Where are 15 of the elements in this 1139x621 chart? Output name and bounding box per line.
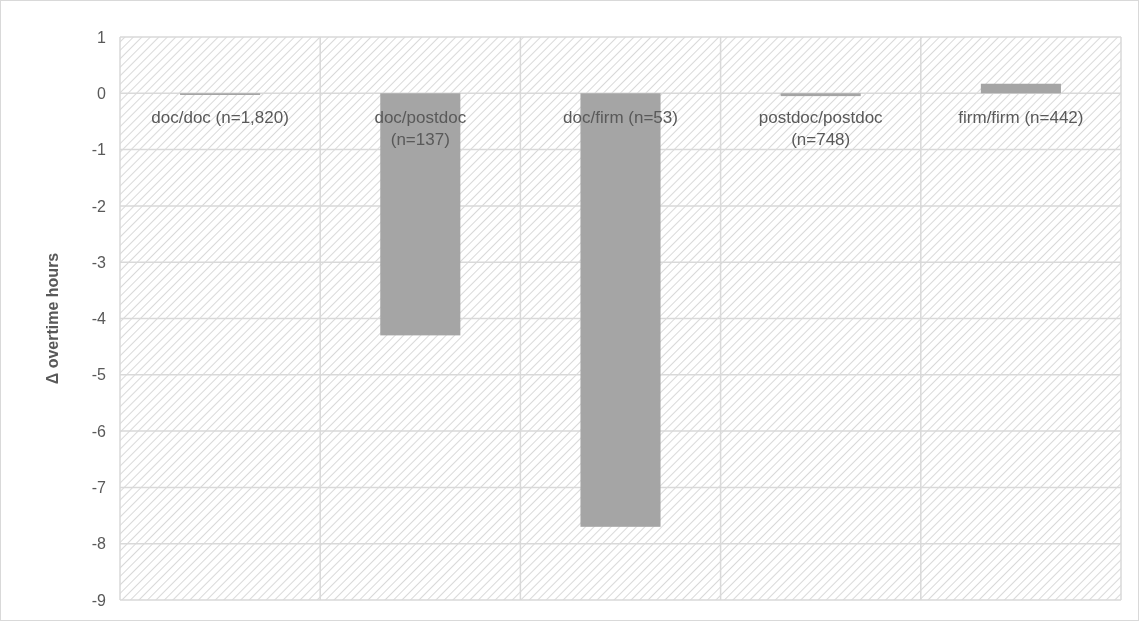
y-axis-title: Δ overtime hours (44, 252, 61, 385)
x-tick-label: postdoc/postdoc (n=748) (758, 108, 884, 150)
y-tick-label: 0 (97, 84, 107, 102)
y-tick-label: -7 (91, 479, 107, 496)
y-tick-label: 1 (97, 28, 107, 46)
y-tick-label: -3 (91, 253, 107, 271)
y-tick-label: -6 (91, 422, 107, 440)
y-tick-label: -5 (91, 366, 107, 384)
x-tick-label: doc/doc (n=1,820) (151, 108, 289, 128)
x-tick-label: firm/firm (n=442) (958, 108, 1084, 128)
y-tick-label: -4 (91, 310, 107, 328)
y-tick-label: -8 (91, 535, 107, 553)
y-tick-label: -1 (91, 141, 107, 159)
y-tick-label: -2 (91, 197, 107, 215)
y-tick-label: -9 (91, 591, 107, 609)
